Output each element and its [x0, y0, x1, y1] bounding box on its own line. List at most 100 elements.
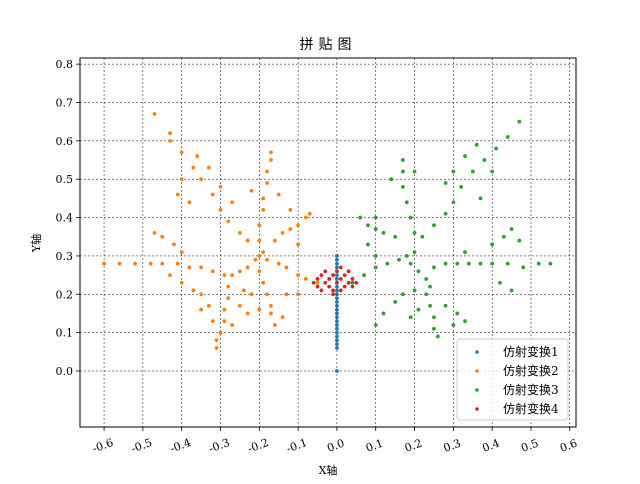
point-series-1 [335, 300, 339, 304]
point-series-3 [517, 238, 522, 243]
point-series-1 [335, 334, 339, 339]
point-series-3 [401, 292, 405, 297]
point-series-1 [335, 346, 339, 350]
point-series-3 [459, 184, 464, 189]
point-series-3 [451, 323, 456, 327]
point-series-2 [276, 261, 281, 266]
point-series-2 [280, 231, 285, 235]
point-series-2 [102, 261, 106, 266]
point-series-4 [335, 280, 339, 285]
point-series-2 [218, 207, 223, 212]
x-tick-label: -0.2 [246, 436, 270, 455]
point-series-3 [408, 261, 413, 266]
point-series-2 [269, 150, 273, 155]
point-series-3 [435, 334, 440, 339]
point-series-2 [265, 292, 269, 297]
point-series-4 [354, 280, 359, 285]
point-series-3 [451, 200, 456, 205]
point-series-2 [160, 234, 165, 239]
point-series-2 [226, 219, 231, 224]
point-series-2 [272, 238, 277, 243]
legend-marker-2 [475, 369, 479, 373]
point-series-2 [261, 196, 266, 201]
point-series-3 [478, 196, 483, 201]
y-tick-label: 0.7 [56, 96, 74, 109]
point-series-2 [148, 261, 153, 266]
point-series-3 [474, 142, 479, 147]
point-series-4 [311, 280, 316, 285]
point-series-3 [401, 184, 405, 189]
y-tick-label: 0.2 [56, 288, 74, 301]
point-series-3 [401, 169, 405, 174]
point-series-4 [346, 269, 351, 274]
point-series-2 [210, 192, 215, 197]
point-series-1 [335, 303, 339, 308]
point-series-2 [187, 265, 192, 270]
legend: 仿射变换1 仿射变换2 仿射变换3 仿射变换4 [456, 338, 569, 421]
point-series-3 [358, 215, 363, 220]
point-series-2 [199, 292, 203, 297]
point-series-1 [335, 284, 339, 289]
point-series-2 [280, 315, 285, 320]
point-series-3 [451, 169, 456, 174]
point-series-4 [346, 280, 351, 285]
point-series-2 [257, 238, 262, 243]
legend-label-4: 仿射变换4 [503, 401, 559, 416]
point-series-1 [335, 292, 339, 297]
point-series-2 [257, 269, 262, 274]
point-series-3 [393, 300, 398, 304]
x-tick-label: -0.4 [168, 436, 192, 455]
point-series-3 [373, 265, 378, 270]
point-series-4 [323, 280, 328, 285]
point-series-3 [501, 234, 506, 239]
point-series-3 [428, 303, 432, 308]
point-series-2 [210, 319, 215, 324]
point-series-2 [245, 238, 250, 243]
point-series-2 [261, 280, 266, 285]
point-series-2 [133, 261, 138, 266]
y-axis: 0.0 0.1 0.2 0.3 0.4 0.5 0.6 0.7 0.8 [56, 58, 80, 378]
legend-label-3: 仿射变换3 [503, 382, 559, 397]
point-series-3 [385, 261, 390, 266]
legend-label-2: 仿射变换2 [503, 363, 559, 378]
point-series-1 [335, 273, 339, 278]
point-series-3 [420, 234, 425, 239]
point-series-3 [455, 261, 460, 266]
x-tick-label: -0.3 [207, 436, 231, 455]
point-series-2 [296, 223, 301, 228]
point-series-3 [521, 265, 526, 270]
point-series-2 [296, 292, 301, 297]
x-tick-label: 0.6 [558, 437, 579, 455]
point-series-1 [335, 257, 339, 262]
point-series-3 [478, 261, 483, 266]
point-series-2 [237, 303, 242, 308]
point-series-1 [335, 311, 339, 316]
y-tick-label: 0.6 [56, 135, 74, 148]
point-series-2 [237, 231, 242, 235]
x-tick-label: 0.5 [519, 437, 540, 455]
point-series-4 [342, 273, 347, 278]
point-series-2 [230, 273, 235, 278]
point-series-2 [269, 311, 273, 316]
point-series-4 [331, 292, 335, 297]
point-series-2 [226, 296, 231, 301]
point-series-3 [397, 257, 401, 262]
point-series-2 [168, 131, 172, 136]
point-series-2 [276, 192, 281, 197]
point-series-2 [257, 223, 262, 228]
point-series-2 [214, 338, 219, 343]
point-series-3 [432, 223, 436, 228]
x-tick-label: 0.0 [325, 437, 346, 455]
point-series-3 [463, 154, 467, 159]
point-series-2 [288, 227, 293, 231]
x-tick-label: -0.6 [91, 436, 115, 455]
point-series-3 [373, 215, 378, 220]
point-series-3 [389, 177, 394, 182]
point-series-2 [265, 257, 269, 262]
point-series-2 [265, 181, 269, 185]
plot-frame [79, 57, 577, 428]
point-series-3 [393, 234, 398, 239]
grid [80, 58, 576, 427]
point-series-3 [381, 311, 386, 316]
point-series-3 [428, 284, 432, 289]
